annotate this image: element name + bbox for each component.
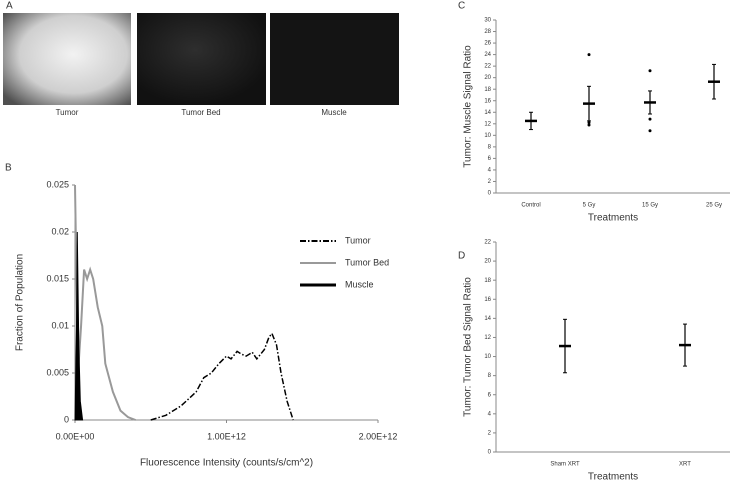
y-tick-label: 8 bbox=[488, 373, 492, 379]
y-tick-label: 22 bbox=[484, 64, 491, 70]
y-tick-label: 2 bbox=[488, 430, 492, 436]
y-tick-label: 6 bbox=[488, 392, 492, 398]
y-tick-label: 12 bbox=[484, 121, 491, 127]
y-tick-label: 14 bbox=[484, 316, 491, 322]
y-tick-label: 0 bbox=[64, 414, 69, 424]
x-tick-label: Sham XRT bbox=[550, 462, 580, 468]
y-tick-label: 14 bbox=[484, 110, 491, 116]
y-tick-label: 4 bbox=[488, 168, 492, 174]
x-tick-label: 25 Gy bbox=[706, 203, 722, 209]
y-tick-label: 4 bbox=[488, 411, 492, 417]
x-tick-label: 0.00E+00 bbox=[56, 431, 95, 441]
series-line bbox=[74, 184, 136, 421]
y-tick-label: 28 bbox=[484, 29, 491, 35]
y-tick-label: 18 bbox=[484, 87, 491, 93]
data-point bbox=[587, 53, 591, 57]
y-tick-label: 0 bbox=[488, 450, 492, 456]
panel-label: A bbox=[6, 1, 13, 12]
x-tick-label: 2.00E+12 bbox=[359, 431, 398, 441]
y-tick-label: 0.015 bbox=[46, 273, 69, 283]
y-axis-label: Tumor: Muscle Signal Ratio bbox=[463, 45, 474, 168]
y-tick-label: 0.02 bbox=[51, 226, 69, 236]
y-tick-label: 24 bbox=[484, 52, 491, 58]
x-axis-label: Treatments bbox=[588, 213, 638, 224]
x-tick-label: 5 Gy bbox=[583, 203, 596, 209]
y-tick-label: 26 bbox=[484, 41, 491, 47]
y-tick-label: 16 bbox=[484, 98, 491, 104]
legend-label: Tumor Bed bbox=[345, 257, 389, 267]
data-point bbox=[648, 117, 652, 121]
y-tick-label: 8 bbox=[488, 144, 492, 150]
tumor-bed-image bbox=[137, 13, 266, 105]
x-tick-label: Control bbox=[521, 203, 540, 209]
y-tick-label: 20 bbox=[484, 75, 491, 81]
y-tick-label: 2 bbox=[488, 179, 492, 185]
y-tick-label: 20 bbox=[484, 259, 491, 265]
image-caption: Tumor bbox=[56, 108, 79, 117]
image-caption: Tumor Bed bbox=[181, 108, 220, 117]
data-point bbox=[648, 129, 652, 133]
x-axis-label: Treatments bbox=[588, 472, 638, 483]
x-tick-label: 1.00E+12 bbox=[207, 431, 246, 441]
panel-label: D bbox=[458, 251, 465, 262]
x-tick-label: 15 Gy bbox=[642, 203, 658, 209]
image-caption: Muscle bbox=[321, 108, 347, 117]
y-tick-label: 18 bbox=[484, 278, 491, 284]
x-axis-label: Fluorescence Intensity (counts/s/cm^2) bbox=[140, 458, 313, 469]
data-point bbox=[587, 121, 591, 125]
y-tick-label: 0.005 bbox=[46, 367, 69, 377]
y-tick-label: 12 bbox=[484, 335, 491, 341]
legend-label: Muscle bbox=[345, 279, 374, 289]
panel-label: B bbox=[5, 163, 12, 174]
y-tick-label: 10 bbox=[484, 133, 491, 139]
series-line bbox=[74, 231, 84, 421]
panel-label: C bbox=[458, 1, 465, 12]
y-tick-label: 6 bbox=[488, 156, 492, 162]
y-tick-label: 16 bbox=[484, 297, 491, 303]
y-tick-label: 0.01 bbox=[51, 320, 69, 330]
data-point bbox=[648, 69, 652, 73]
y-tick-label: 10 bbox=[484, 354, 491, 360]
muscle-image bbox=[270, 13, 399, 105]
y-tick-label: 22 bbox=[484, 240, 491, 246]
tumor-image bbox=[3, 13, 131, 105]
data-point bbox=[587, 123, 591, 127]
y-axis-label: Fraction of Population bbox=[15, 254, 26, 351]
series-line bbox=[150, 332, 294, 421]
legend-label: Tumor bbox=[345, 235, 371, 245]
y-tick-label: 0 bbox=[488, 191, 492, 197]
y-tick-label: 0.025 bbox=[46, 179, 69, 189]
x-tick-label: XRT bbox=[679, 462, 691, 468]
y-tick-label: 30 bbox=[484, 18, 491, 24]
y-axis-label: Tumor: Tumor Bed Signal Ratio bbox=[463, 277, 474, 417]
